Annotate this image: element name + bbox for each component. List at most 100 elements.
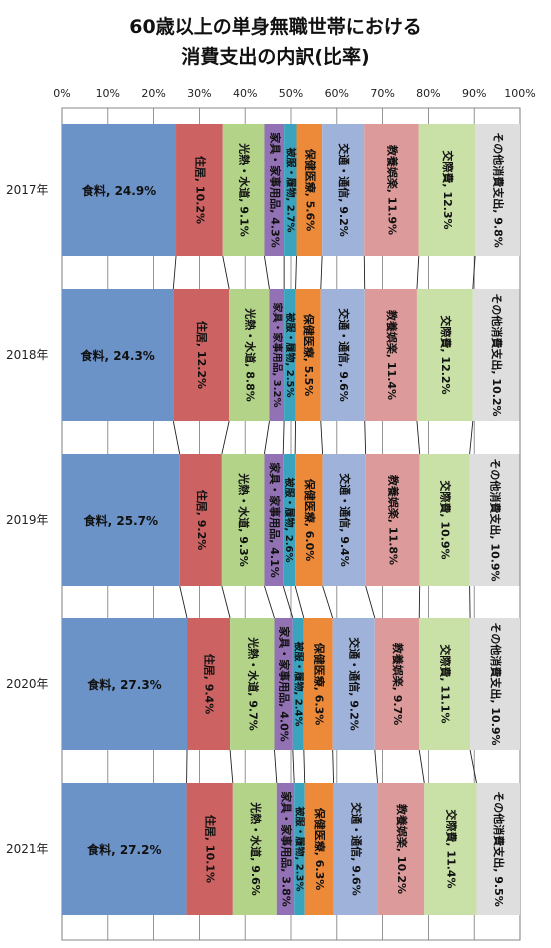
category-label: 2021年	[6, 842, 49, 856]
bar-segment	[187, 618, 231, 750]
series-connector-line	[472, 255, 476, 290]
bar-segment	[186, 783, 233, 915]
data-label: 交通・通信, 9.4%	[338, 473, 352, 567]
bar-segment	[322, 124, 365, 256]
series-connector-line	[179, 585, 188, 619]
data-label: 食料, 27.3%	[86, 677, 161, 692]
bar-segment	[365, 454, 420, 586]
bar-segment	[322, 454, 366, 586]
bar-segment	[472, 289, 520, 421]
data-label: 食料, 27.2%	[86, 842, 161, 857]
series-connector-line	[221, 420, 230, 455]
x-tick-label: 70%	[370, 87, 394, 100]
bar-segment	[283, 454, 296, 586]
data-label: 被服・履物, 2.7%	[284, 147, 297, 232]
series-connector-line	[263, 420, 270, 455]
x-tick-label: 30%	[187, 87, 211, 100]
series-connector-line	[221, 585, 231, 619]
x-tick-label: 90%	[462, 87, 486, 100]
data-label: 教養娯楽, 10.2%	[395, 803, 409, 894]
bar-segment	[274, 618, 293, 750]
bar-segment	[230, 618, 275, 750]
bar-segment	[418, 124, 476, 256]
data-label: その他消費支出, 10.9%	[489, 458, 503, 581]
data-label: 光熱・水道, 9.1%	[238, 142, 252, 237]
series-connector-line	[320, 255, 323, 290]
bar-segment	[284, 289, 296, 421]
bar-segment	[232, 783, 277, 915]
data-label: 被服・履物, 2.3%	[293, 806, 306, 891]
data-label: 被服・履物, 2.4%	[292, 641, 305, 726]
bar-segment	[476, 783, 520, 915]
bar-segment	[292, 618, 304, 750]
data-label: 交際費, 11.4%	[444, 809, 458, 888]
data-label: 教養娯楽, 9.7%	[391, 642, 405, 726]
bar-segment	[303, 618, 333, 750]
bar-segment	[176, 124, 223, 256]
bar-segment	[332, 618, 375, 750]
bar-segment	[295, 289, 321, 421]
data-label: 住居, 12.2%	[195, 321, 209, 389]
data-label: 教養娯楽, 11.9%	[386, 144, 400, 235]
series-connector-line	[374, 749, 379, 784]
data-label: 交通・通信, 9.2%	[348, 637, 362, 731]
data-label: 被服・履物, 2.6%	[283, 477, 296, 562]
x-tick-label: 60%	[325, 87, 349, 100]
bar-segment	[62, 783, 187, 915]
bar-segment	[179, 454, 222, 586]
bar-segment	[62, 454, 180, 586]
bar-segment	[333, 783, 378, 915]
data-label: 教養娯楽, 11.8%	[387, 474, 401, 565]
series-connector-line	[322, 585, 334, 619]
bar-segment	[424, 783, 477, 915]
series-connector-line	[263, 255, 270, 290]
series-connector-line	[332, 749, 335, 784]
data-label: 光熱・水道, 9.3%	[237, 472, 251, 567]
data-label: 光熱・水道, 9.7%	[246, 636, 260, 731]
series-connector-line	[295, 255, 297, 290]
data-label: その他消費支出, 10.2%	[490, 293, 504, 416]
data-label: 交際費, 12.3%	[441, 150, 455, 229]
bar-segment	[62, 618, 188, 750]
data-label: 交際費, 11.1%	[439, 644, 453, 723]
bar-segment	[276, 783, 295, 915]
data-label: 家具・家事用品, 4.0%	[278, 626, 292, 742]
data-label: 交際費, 10.9%	[439, 480, 453, 559]
bar-segment	[221, 454, 265, 586]
bar-segment	[296, 124, 323, 256]
series-connector-line	[320, 420, 324, 455]
data-label: 家具・家事用品, 3.8%	[280, 791, 294, 907]
series-connector-line	[469, 420, 474, 455]
category-label: 2019年	[6, 513, 49, 527]
bar-segment	[416, 289, 473, 421]
bar-segment	[173, 289, 230, 421]
data-label: その他消費支出, 10.9%	[489, 622, 503, 745]
data-label: その他消費支出, 9.8%	[492, 132, 506, 248]
series-connector-line	[303, 749, 306, 784]
bar-segment	[295, 454, 323, 586]
category-label: 2018年	[6, 348, 49, 362]
series-connector-line	[264, 585, 275, 619]
series-connector-line	[172, 420, 181, 455]
data-label: 光熱・水道, 8.8%	[243, 307, 257, 402]
data-label: 住居, 10.1%	[204, 815, 218, 883]
bar-segment	[469, 454, 520, 586]
bar-segment	[62, 124, 177, 256]
data-label: 住居, 9.2%	[195, 490, 209, 551]
bar-segment	[264, 124, 285, 256]
x-tick-label: 100%	[504, 87, 535, 100]
data-label: 教養娯楽, 11.4%	[385, 309, 399, 400]
series-connector-line	[416, 255, 420, 290]
x-tick-label: 0%	[53, 87, 70, 100]
series-connector-line	[282, 585, 294, 619]
data-label: 保健医療, 5.5%	[302, 313, 316, 397]
x-tick-label: 20%	[141, 87, 165, 100]
data-label: 交際費, 12.2%	[439, 315, 453, 394]
x-tick-label: 50%	[279, 87, 303, 100]
series-connector-line	[282, 420, 285, 455]
bar-segment	[62, 289, 174, 421]
data-label: 食料, 25.7%	[83, 513, 158, 528]
data-label: 交通・通信, 9.6%	[350, 802, 364, 896]
series-connector-line	[172, 255, 177, 290]
